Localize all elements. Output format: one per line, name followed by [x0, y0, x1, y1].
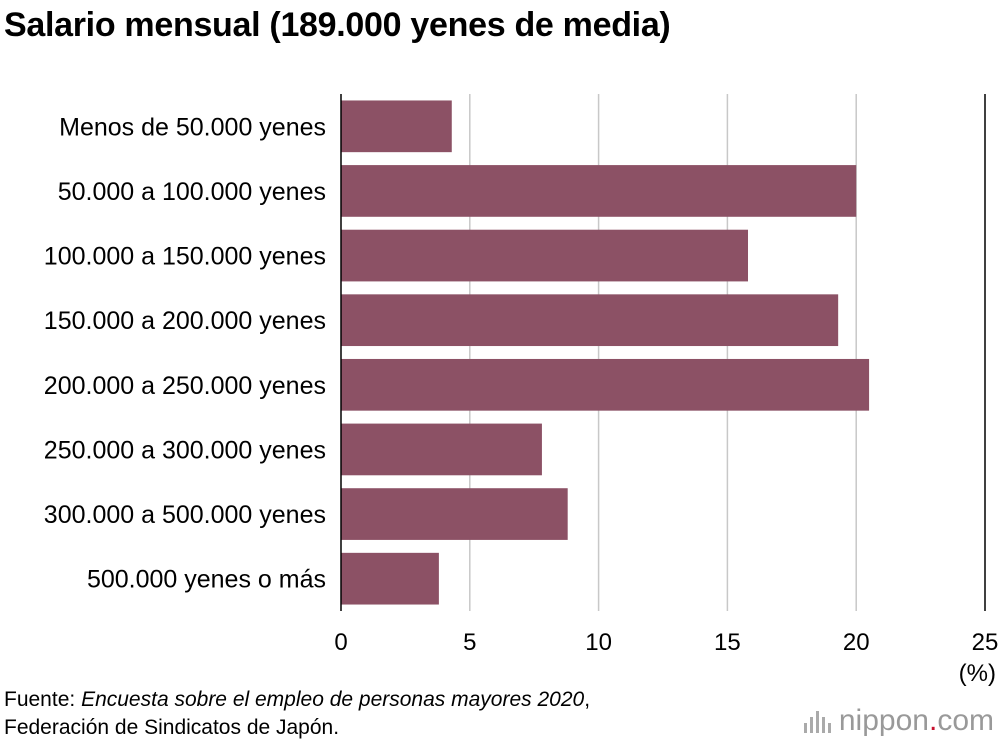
category-label: 50.000 a 100.000 yenes — [58, 178, 326, 206]
source-publication: Encuesta sobre el empleo de personas may… — [81, 688, 585, 711]
category-label: Menos de 50.000 yenes — [59, 113, 326, 141]
x-tick-label: 10 — [585, 629, 612, 656]
category-label: 200.000 a 250.000 yenes — [44, 372, 326, 400]
category-label: 500.000 yenes o más — [87, 566, 326, 594]
source-separator: , — [584, 688, 591, 711]
bar — [341, 552, 439, 605]
x-axis-unit: (%) — [958, 660, 996, 687]
nippon-logo[interactable]: nippon.com — [803, 704, 994, 738]
x-tick-labels: 0 5 10 15 20 25 — [334, 629, 998, 656]
source-note: Fuente: Encuesta sobre el empleo de pers… — [4, 686, 590, 742]
category-label: 300.000 a 500.000 yenes — [44, 501, 326, 529]
bar — [341, 100, 452, 153]
category-label: 250.000 a 300.000 yenes — [44, 436, 326, 464]
x-tick-label: 20 — [843, 629, 870, 656]
bar — [341, 229, 749, 282]
x-tick-label: 5 — [463, 629, 476, 656]
bar — [341, 358, 870, 411]
bar — [341, 488, 568, 540]
source-organization: Federación de Sindicatos de Japón. — [4, 716, 340, 739]
bar — [341, 165, 857, 217]
category-label: 100.000 a 150.000 yenes — [44, 243, 326, 271]
bar — [341, 423, 542, 476]
category-label: 150.000 a 200.000 yenes — [44, 307, 326, 335]
source-prefix: Fuente: — [4, 688, 82, 711]
logo-suffix: com — [937, 704, 994, 737]
nippon-logo-bars-icon — [803, 709, 831, 733]
category-labels: Menos de 50.000 yenes 50.000 a 100.000 ye… — [44, 113, 326, 593]
bar — [341, 294, 839, 347]
x-tick-label: 25 — [972, 629, 999, 656]
bars — [341, 100, 870, 605]
x-tick-label: 15 — [714, 629, 741, 656]
chart-title: Salario mensual (189.000 yenes de media) — [4, 6, 671, 44]
x-tick-label: 0 — [334, 629, 347, 656]
logo-dot: . — [928, 704, 938, 737]
logo-name: nippon — [838, 704, 929, 737]
